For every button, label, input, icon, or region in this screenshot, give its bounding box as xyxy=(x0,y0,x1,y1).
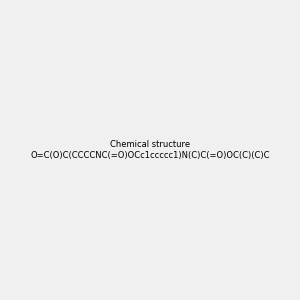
Text: Chemical structure
O=C(O)C(CCCCNC(=O)OCc1ccccc1)N(C)C(=O)OC(C)(C)C: Chemical structure O=C(O)C(CCCCNC(=O)OCc… xyxy=(30,140,270,160)
